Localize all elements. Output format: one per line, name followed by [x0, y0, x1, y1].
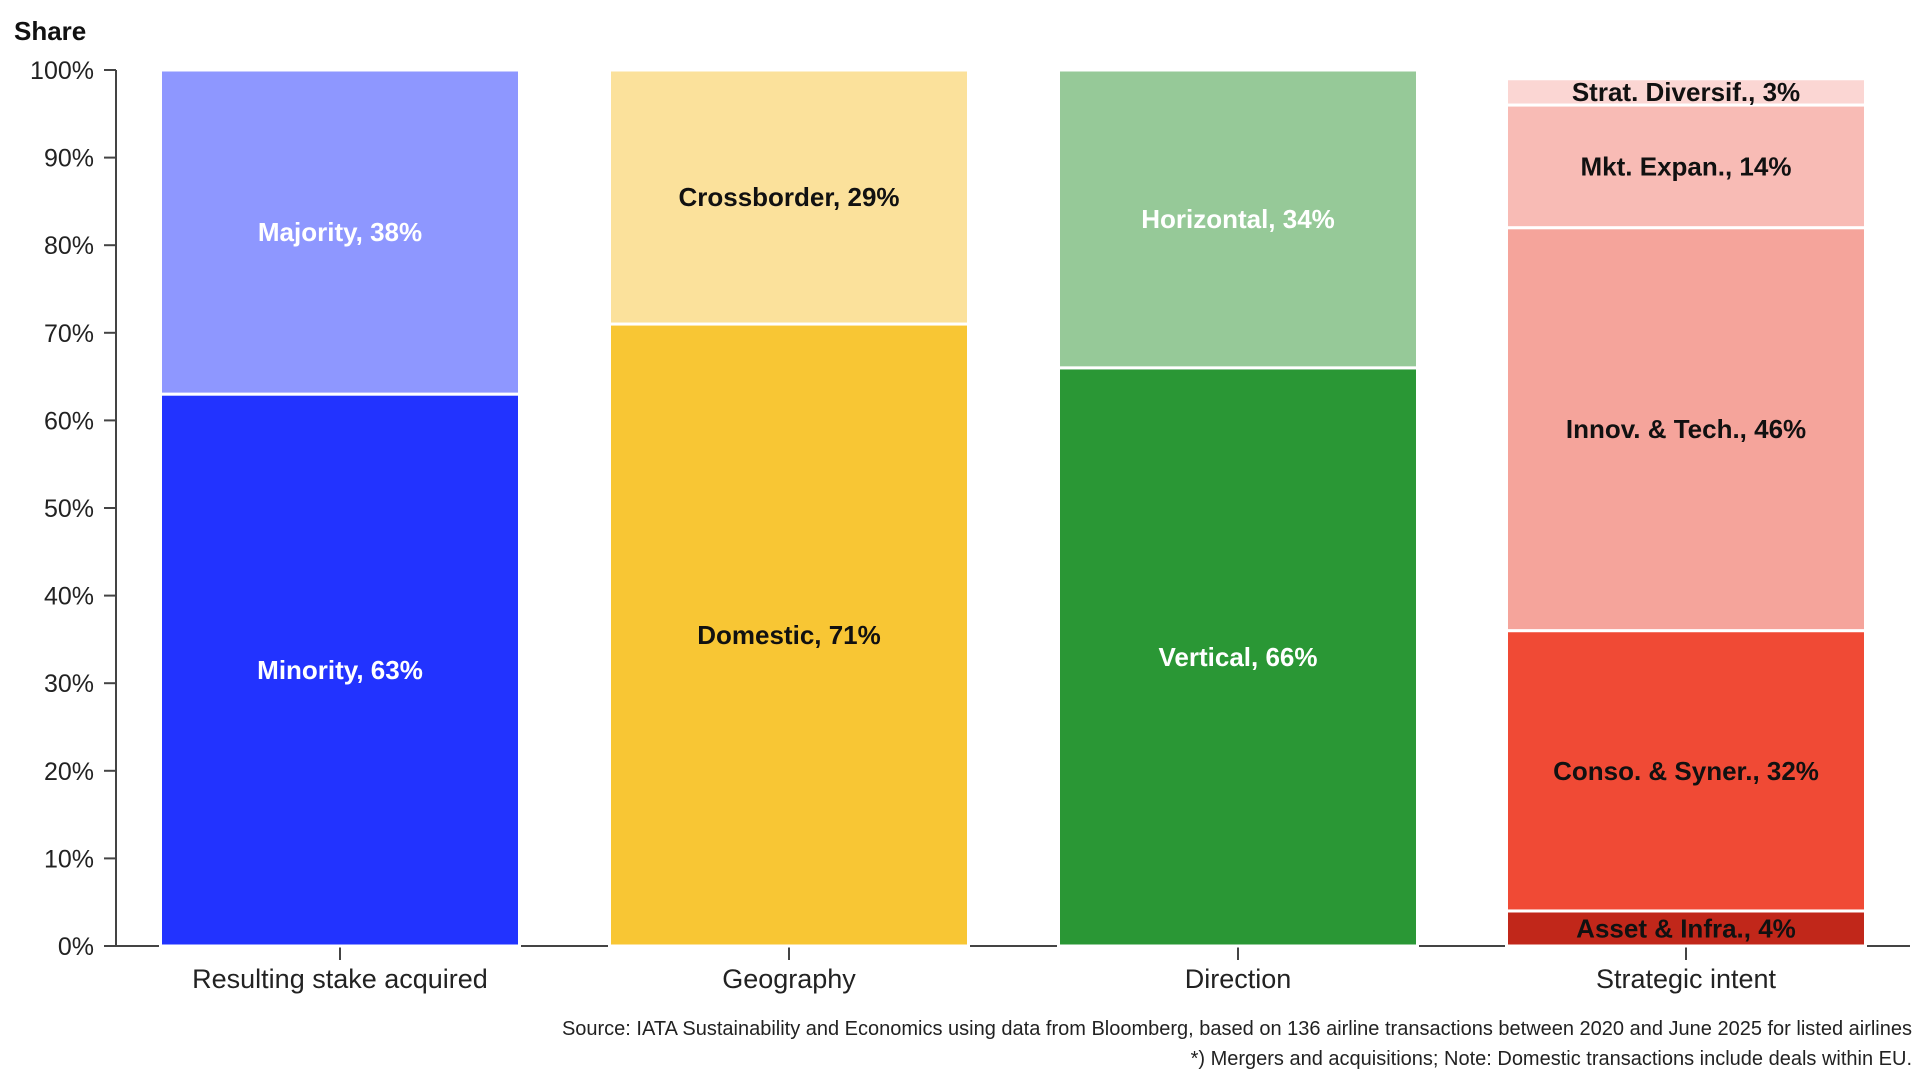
y-tick-label: 10% [44, 845, 94, 873]
segment-data-label: Majority, 38% [258, 217, 422, 247]
segment-data-label: Asset & Infra., 4% [1576, 913, 1796, 943]
notes-group: Source: IATA Sustainability and Economic… [562, 1018, 1912, 1070]
y-tick-label: 20% [44, 758, 94, 786]
source-note: Source: IATA Sustainability and Economic… [562, 1018, 1912, 1040]
x-category-label: Geography [722, 964, 856, 994]
bar-segment [1505, 629, 1867, 913]
bar-segment [1505, 103, 1867, 230]
segment-data-label: Crossborder, 29% [678, 182, 899, 212]
y-tick-label: 90% [44, 145, 94, 173]
y-tick-label: 50% [44, 495, 94, 523]
bar-segment [159, 68, 521, 396]
bar-segment [1505, 77, 1867, 107]
footnote: *) Mergers and acquisitions; Note: Domes… [1191, 1048, 1912, 1070]
segment-data-label: Horizontal, 34% [1141, 204, 1335, 234]
segment-data-label: Conso. & Syner., 32% [1553, 756, 1819, 786]
bars-group [159, 68, 1867, 948]
bar-segment [608, 68, 970, 326]
bar-segment [1505, 226, 1867, 633]
y-axis-title: Share [14, 16, 86, 46]
segment-data-label: Mkt. Expan., 14% [1581, 151, 1792, 181]
bar-segment [1057, 366, 1419, 948]
y-tick-label: 60% [44, 407, 94, 435]
segment-data-label: Minority, 63% [257, 655, 423, 685]
segment-data-label: Domestic, 71% [697, 620, 881, 650]
x-category-label: Strategic intent [1596, 964, 1777, 994]
bar-segment [1057, 68, 1419, 370]
bar-segment [159, 392, 521, 948]
segment-data-label: Strat. Diversif., 3% [1572, 77, 1800, 107]
y-tick-label: 30% [44, 670, 94, 698]
y-tick-label: 100% [30, 57, 94, 85]
y-tick-label: 70% [44, 320, 94, 348]
y-tick-label: 0% [58, 933, 94, 961]
x-category-label: Resulting stake acquired [192, 964, 488, 994]
y-tick-label: 80% [44, 232, 94, 260]
x-category-label: Direction [1185, 964, 1292, 994]
segment-labels-group: Minority, 63% Majority, 38% Domestic, 71% C… [257, 77, 1819, 944]
segment-data-label: Vertical, 66% [1159, 642, 1318, 672]
axes-group: 0% 10% 20% 30% 40% 50% 60% 70% 80% 90% 100% Resulti… [30, 57, 1910, 994]
y-tick-label: 40% [44, 583, 94, 611]
segment-data-label: Innov. & Tech., 46% [1566, 414, 1806, 444]
